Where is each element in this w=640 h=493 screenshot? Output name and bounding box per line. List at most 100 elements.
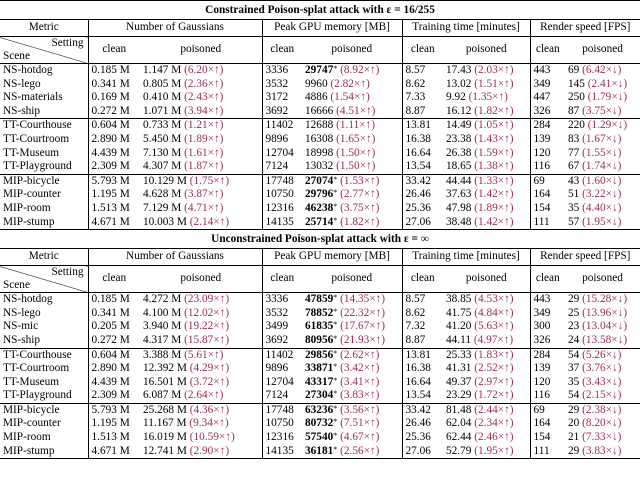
poisoned-value: 23 [568, 320, 580, 333]
ratio: (2.03×↑) [474, 64, 514, 76]
data-row: NS-ship 0.272 M 1.071 M (3.94×↑) 3692 16666 … [0, 104, 640, 119]
poisoned-value: 220 [568, 119, 585, 132]
poisoned-value: 4.628 M [143, 188, 182, 201]
poisoned-value: 1.071 M [143, 104, 182, 117]
poisoned-cell: 52.79 (1.95×↑) [443, 444, 530, 460]
poisoned-cell: 26.38 (1.59×↑) [443, 147, 530, 161]
poisoned-cell: 51 (3.22×↓) [565, 188, 640, 202]
poisoned-value: 47.98 [446, 201, 472, 214]
ratio: (2.56×↑) [340, 444, 380, 457]
ratio: (5.61×↑) [184, 348, 224, 361]
clean-value: 2.309 M [87, 160, 140, 175]
poisoned-cell: 47859* (14.35×↑) [302, 293, 402, 307]
clean-value: 16.64 [401, 146, 443, 161]
poisoned-cell: 35 (4.40×↓) [565, 202, 640, 216]
poisoned-cell: 3.388 M (5.61×↑) [140, 347, 262, 363]
ratio: (5.63×↑) [474, 320, 514, 333]
poisoned-value: 57540 [305, 431, 334, 444]
clean-value: 12704 [261, 375, 302, 390]
data-row: TT-Courtroom 2.890 M 5.450 M (1.89×↑) 9896 1… [0, 132, 640, 147]
scene-name: NS-mic [3, 320, 39, 333]
poisoned-value: 44.11 [446, 333, 471, 346]
scene-name: TT-Playground [3, 389, 72, 402]
data-row: MIP-counter 1.195 M 4.628 M (3.87×↑) 10750 2… [0, 188, 640, 202]
ratio: (15.87×↑) [184, 333, 230, 346]
clean-value: 3532 [261, 77, 302, 92]
header-row: Metric Number of Gaussians Peak GPU memory… [0, 19, 640, 37]
clean-value: 12316 [261, 431, 302, 445]
poisoned-value: 69 [568, 64, 580, 76]
poisoned-value: 26.38 [446, 146, 472, 159]
poisoned-value: 35 [568, 201, 580, 214]
clean-value: 0.272 M [87, 333, 140, 348]
poisoned-cell: 5.450 M (1.89×↑) [140, 133, 262, 147]
scene-name: TT-Playground [3, 160, 72, 173]
poisoned-value: 29 [568, 293, 580, 306]
poisoned-cell: 29 (15.28×↓) [565, 293, 640, 307]
poisoned-cell: 18.65 (1.38×↑) [443, 160, 530, 174]
poisoned-cell: 67 (1.74×↓) [565, 160, 640, 174]
poisoned-value: 67 [568, 160, 580, 173]
clean-value: 27.06 [401, 215, 443, 231]
poisoned-cell: 44.11 (4.97×↑) [443, 334, 530, 348]
poisoned-cell: 12.741 M (2.90×↑) [140, 444, 262, 460]
scene-name: MIP-bicycle [0, 402, 88, 418]
poisoned-cell: 16.12 (1.82×↑) [443, 105, 530, 119]
ratio: (2.64×↑) [184, 389, 224, 402]
poisoned-value: 38.85 [446, 293, 472, 306]
ratio: (4.53×↑) [474, 293, 514, 306]
clean-value: 12704 [261, 146, 302, 161]
clean-value: 326 [529, 333, 565, 348]
ratio: (1.72×↑) [474, 389, 514, 402]
poisoned-cell: 29 (2.38×↓) [565, 402, 640, 418]
ratio: (1.89×↑) [474, 201, 514, 214]
poisoned-value: 0.733 M [143, 119, 182, 132]
subheader-row: Setting Scene clean poisoned clean poisoned cl… [0, 36, 640, 64]
ratio: (7.33×↓) [582, 431, 622, 444]
clean-value: 443 [529, 63, 565, 78]
star-mark: * [333, 348, 338, 358]
data-row: MIP-stump 4.671 M 10.003 M (2.14×↑) 14135 25… [0, 215, 640, 231]
poisoned-value: 23.38 [446, 132, 472, 145]
poisoned-value: 41.75 [446, 306, 472, 319]
scene-label: Scene [3, 50, 30, 62]
poisoned-cell: 37.63 (1.42×↑) [443, 188, 530, 202]
ratio: (1.50×↑) [336, 146, 376, 159]
ratio: (2.97×↑) [474, 375, 514, 388]
clean-value: 26.46 [401, 417, 443, 432]
poisoned-cell: 10.003 M (2.14×↑) [140, 215, 262, 231]
clean-value: 7.33 [401, 91, 443, 105]
ratio: (2.15×↓) [582, 389, 622, 402]
clean-value: 3692 [261, 333, 302, 348]
subheader: poisoned [443, 36, 530, 64]
star-mark: * [333, 417, 338, 427]
clean-value: 4.439 M [87, 146, 140, 161]
poisoned-value: 250 [568, 91, 585, 104]
clean-value: 349 [529, 306, 565, 321]
clean-value: 284 [529, 347, 565, 363]
ratio: (2.41×↓) [587, 77, 628, 90]
subheader: clean [87, 265, 140, 294]
ratio: (2.44×↑) [474, 403, 514, 416]
scene-name: MIP-stump [0, 215, 88, 231]
clean-value: 2.309 M [87, 389, 140, 404]
poisoned-value: 54 [568, 389, 580, 402]
star-mark: * [333, 215, 338, 225]
clean-value: 25.36 [401, 201, 443, 216]
clean-value: 7124 [261, 389, 302, 404]
ratio: (4.67×↑) [340, 431, 380, 444]
poisoned-value: 16308 [305, 132, 334, 145]
clean-value: 0.185 M [87, 292, 140, 307]
scene-name: MIP-room [3, 431, 51, 444]
scene-name: NS-hotdog [3, 293, 53, 306]
scene-name: TT-Courtroom [3, 362, 70, 375]
clean-value: 3172 [261, 91, 302, 105]
ratio: (19.22×↑) [184, 320, 230, 333]
group-header: Render speed [FPS] [529, 248, 640, 267]
ratio: (4.29×↑) [189, 362, 230, 375]
poisoned-value: 16666 [305, 104, 334, 117]
poisoned-value: 18.65 [446, 160, 472, 173]
subheader-row: Setting Scene clean poisoned clean poisoned cl… [0, 265, 640, 294]
poisoned-value: 43317 [305, 375, 334, 388]
